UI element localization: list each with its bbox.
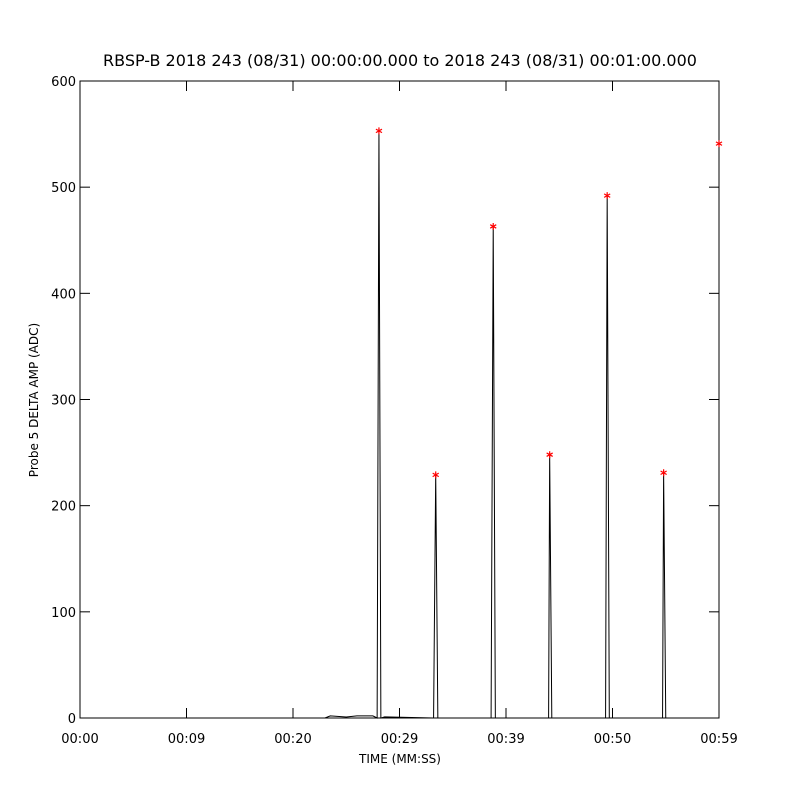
peak-marker xyxy=(660,469,667,477)
plot-frame xyxy=(79,80,720,719)
y-tick-label: 100 xyxy=(51,606,76,621)
y-tick-label: 600 xyxy=(51,75,76,90)
y-tick-label: 400 xyxy=(51,287,76,302)
peak-marker xyxy=(432,471,440,479)
peak-marker xyxy=(375,127,383,135)
data-line xyxy=(80,130,719,719)
chart-title: RBSP-B 2018 243 (08/31) 00:00:00.000 to … xyxy=(103,51,697,70)
peak-marker xyxy=(603,192,611,200)
y-tick-label: 500 xyxy=(51,181,76,196)
x-axis-label: TIME (MM:SS) xyxy=(358,752,441,766)
peak-marker xyxy=(715,140,723,148)
x-tick-label: 00:39 xyxy=(487,732,524,747)
peak-marker xyxy=(489,222,497,230)
x-tick-label: 00:09 xyxy=(168,732,205,747)
x-tick-label: 00:00 xyxy=(61,732,98,747)
y-tick-label: 200 xyxy=(51,500,76,515)
x-tick-label: 00:29 xyxy=(381,732,418,747)
peak-marker xyxy=(546,451,553,459)
x-tick-label: 00:50 xyxy=(594,732,631,747)
y-axis-label: Probe 5 DELTA AMP (ADC) xyxy=(27,323,41,477)
y-tick-label: 0 xyxy=(68,712,76,727)
y-tick-label: 300 xyxy=(51,394,76,409)
x-tick-label: 00:20 xyxy=(274,732,311,747)
x-tick-label: 00:59 xyxy=(700,732,737,747)
